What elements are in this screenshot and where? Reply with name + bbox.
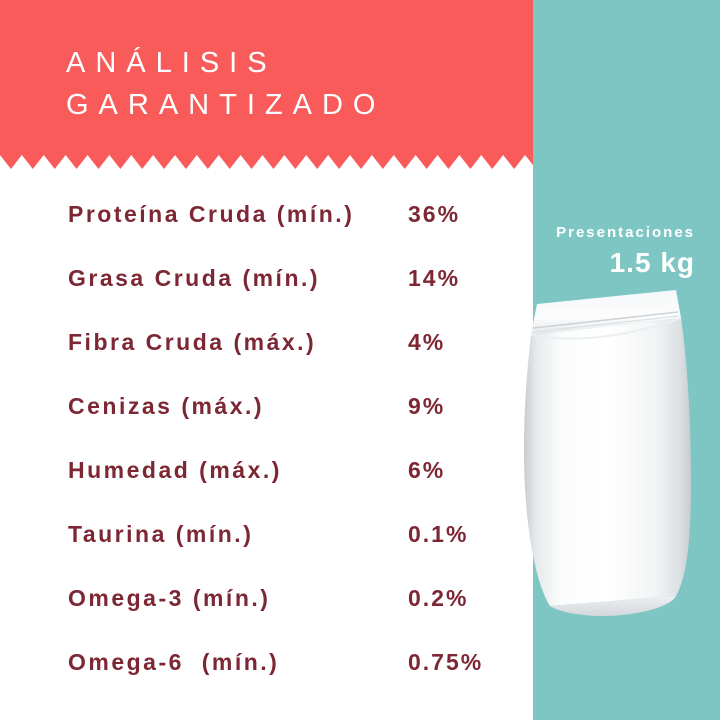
package-size: 1.5 kg bbox=[609, 247, 695, 278]
zigzag-edge bbox=[0, 155, 533, 169]
presentations-block: Presentaciones 1.5 kg bbox=[556, 224, 695, 279]
title-line-2: GARANTIZADO bbox=[66, 89, 386, 121]
analysis-row: Taurina (mín.) 0.1% bbox=[68, 502, 513, 566]
presentations-title: Presentaciones bbox=[556, 224, 695, 241]
analysis-row: Proteína Cruda (mín.) 36% bbox=[68, 182, 513, 246]
nutrient-value: 0.1% bbox=[408, 520, 469, 547]
guaranteed-analysis-list: Proteína Cruda (mín.) 36% Grasa Cruda (m… bbox=[68, 182, 513, 694]
nutrient-label: Omega-6 (mín.) bbox=[68, 648, 280, 675]
pet-food-bag-image bbox=[503, 287, 696, 618]
analysis-row: Cenizas (máx.) 9% bbox=[68, 374, 513, 438]
title-line-1: ANÁLISIS bbox=[66, 47, 277, 79]
nutrient-value: 14% bbox=[408, 264, 461, 291]
header-banner bbox=[0, 0, 533, 155]
nutrient-value: 36% bbox=[408, 200, 461, 227]
page-title: ANÁLISIS GARANTIZADO bbox=[66, 42, 385, 126]
nutrient-label: Taurina (mín.) bbox=[68, 520, 254, 547]
nutrient-label: Proteína Cruda (mín.) bbox=[68, 200, 355, 227]
nutrient-value: 4% bbox=[408, 328, 446, 355]
nutrient-value: 0.2% bbox=[408, 584, 469, 611]
nutrient-value: 9% bbox=[408, 392, 446, 419]
nutrient-label: Fibra Cruda (máx.) bbox=[68, 328, 317, 355]
analysis-row: Grasa Cruda (mín.) 14% bbox=[68, 246, 513, 310]
pouch-illustration bbox=[523, 290, 691, 616]
analysis-row: Fibra Cruda (máx.) 4% bbox=[68, 310, 513, 374]
nutrient-label: Cenizas (máx.) bbox=[68, 392, 265, 419]
nutrient-label: Humedad (máx.) bbox=[68, 456, 282, 483]
nutrient-label: Grasa Cruda (mín.) bbox=[68, 264, 321, 291]
nutrient-value: 0.75% bbox=[408, 648, 484, 675]
nutrient-value: 6% bbox=[408, 456, 446, 483]
analysis-row: Omega-6 (mín.) 0.75% bbox=[68, 630, 513, 694]
nutrient-label: Omega-3 (mín.) bbox=[68, 584, 271, 611]
analysis-row: Humedad (máx.) 6% bbox=[68, 438, 513, 502]
analysis-row: Omega-3 (mín.) 0.2% bbox=[68, 566, 513, 630]
